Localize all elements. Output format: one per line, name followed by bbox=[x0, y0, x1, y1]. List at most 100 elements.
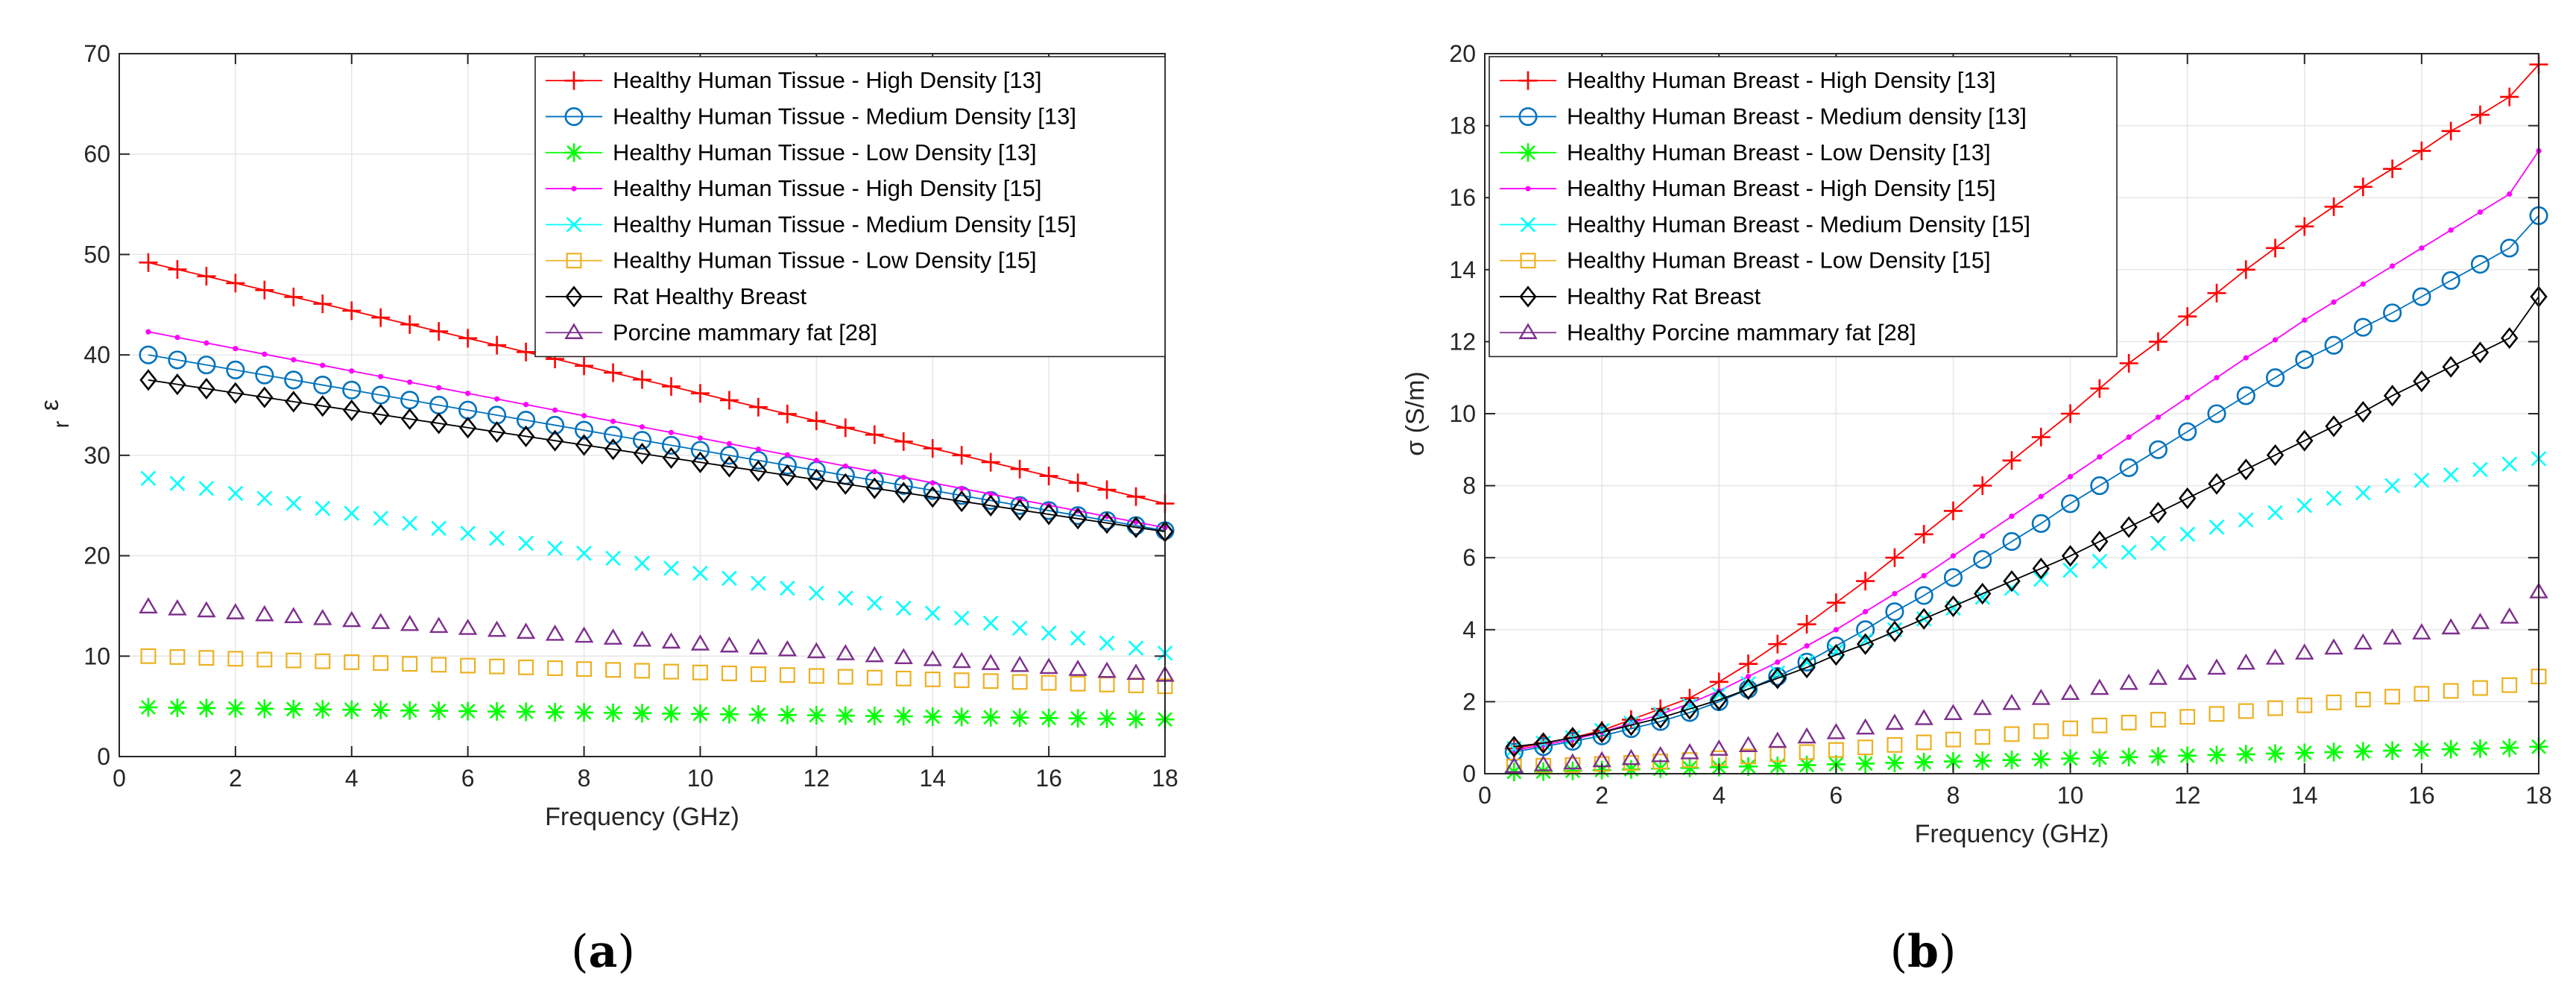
data-point bbox=[1738, 736, 1758, 753]
data-point bbox=[139, 345, 158, 364]
legend-item: Healthy Human Breast - High Density [13] bbox=[1500, 67, 1995, 93]
data-point bbox=[1885, 602, 1904, 622]
data-point bbox=[1039, 501, 1058, 520]
y-tick-label: 20 bbox=[1449, 40, 1476, 67]
data-point bbox=[2060, 684, 2080, 700]
data-point bbox=[429, 322, 449, 341]
data-point bbox=[547, 540, 563, 556]
data-point bbox=[2384, 478, 2400, 493]
data-point bbox=[690, 441, 710, 460]
data-point bbox=[2266, 443, 2285, 467]
data-point bbox=[342, 610, 362, 628]
data-point bbox=[494, 396, 500, 402]
data-point bbox=[343, 399, 361, 422]
data-point bbox=[255, 365, 274, 385]
legend-marker bbox=[566, 217, 582, 233]
data-point bbox=[2091, 530, 2109, 553]
legend-label: Healthy Human Tissue - High Density [13] bbox=[613, 67, 1041, 93]
data-point bbox=[2441, 271, 2460, 290]
data-point bbox=[2002, 693, 2021, 710]
data-point bbox=[2150, 712, 2166, 728]
data-point bbox=[2325, 415, 2343, 438]
legend-label: Porcine mammary fat [28] bbox=[613, 319, 877, 345]
data-point bbox=[2501, 456, 2518, 472]
data-point bbox=[1563, 753, 1582, 770]
data-point bbox=[894, 707, 913, 726]
data-point bbox=[285, 391, 303, 413]
data-point bbox=[2207, 658, 2226, 675]
data-point bbox=[719, 704, 739, 724]
legend-item: Healthy Human Breast - High Density [15] bbox=[1500, 175, 1995, 201]
series-5 bbox=[140, 470, 1173, 661]
data-point bbox=[2061, 545, 2080, 567]
data-point bbox=[661, 376, 681, 396]
data-point bbox=[139, 253, 158, 272]
data-point bbox=[174, 335, 180, 341]
data-point bbox=[371, 613, 391, 629]
data-point bbox=[1886, 620, 1904, 643]
data-point bbox=[1127, 516, 1145, 539]
data-point bbox=[2090, 748, 2109, 768]
data-point bbox=[2383, 741, 2402, 760]
data-point bbox=[2501, 326, 2519, 350]
data-point bbox=[778, 464, 797, 487]
data-point bbox=[1040, 503, 1058, 525]
data-point bbox=[1070, 675, 1086, 692]
data-point bbox=[2148, 332, 2168, 351]
data-point bbox=[458, 329, 478, 348]
legend-marker bbox=[1518, 323, 1538, 339]
data-point bbox=[1916, 734, 1932, 751]
data-point bbox=[1799, 744, 1815, 760]
data-point bbox=[2009, 514, 2015, 520]
data-point bbox=[605, 550, 621, 566]
data-point bbox=[1980, 533, 1986, 539]
data-point bbox=[661, 632, 681, 649]
x-tick-label: 10 bbox=[2057, 782, 2084, 809]
data-point bbox=[1799, 654, 1815, 670]
data-point bbox=[1070, 630, 1086, 646]
data-point bbox=[2500, 607, 2519, 624]
data-point bbox=[2090, 379, 2109, 398]
data-point bbox=[895, 670, 912, 686]
data-point bbox=[2441, 739, 2460, 759]
data-point bbox=[2148, 669, 2168, 685]
data-point bbox=[2266, 239, 2285, 258]
data-point bbox=[750, 666, 766, 683]
data-point bbox=[1010, 459, 1029, 479]
data-point bbox=[1534, 732, 1553, 754]
chart-b: 0 2 4 6 8 10 12 14 16 18 0 2 4 6 8 10 12 14 16 18 20 Frequenc… bbox=[1401, 40, 2552, 848]
data-point bbox=[255, 604, 274, 622]
data-point bbox=[402, 515, 418, 531]
data-point bbox=[1039, 467, 1058, 486]
data-point bbox=[227, 485, 244, 502]
data-point bbox=[2120, 516, 2138, 538]
data-point bbox=[2472, 461, 2488, 478]
data-point bbox=[169, 476, 186, 491]
data-point bbox=[2119, 458, 2138, 478]
data-point bbox=[755, 446, 761, 452]
data-point bbox=[140, 470, 157, 487]
data-point bbox=[924, 671, 941, 687]
data-point bbox=[487, 335, 507, 355]
y-tick-label: 50 bbox=[83, 241, 110, 268]
data-point bbox=[1921, 572, 1927, 578]
data-point bbox=[603, 426, 623, 445]
data-point bbox=[2296, 497, 2313, 514]
y-tick-label: 60 bbox=[83, 141, 110, 168]
data-point bbox=[2031, 514, 2051, 533]
caption-a: (a) bbox=[571, 926, 635, 978]
data-point bbox=[2214, 375, 2220, 381]
caption-b: (b) bbox=[1890, 926, 1957, 978]
data-point bbox=[262, 351, 268, 357]
data-point bbox=[2238, 512, 2254, 528]
data-point bbox=[2302, 317, 2308, 323]
data-point bbox=[2419, 245, 2425, 251]
data-point bbox=[431, 657, 447, 673]
data-point bbox=[313, 376, 332, 395]
series-7 bbox=[139, 369, 1174, 543]
data-point bbox=[2148, 747, 2168, 766]
data-point bbox=[1564, 727, 1582, 749]
y-tick-label: 10 bbox=[83, 643, 110, 669]
data-point bbox=[2500, 239, 2519, 258]
data-point bbox=[2442, 356, 2460, 378]
